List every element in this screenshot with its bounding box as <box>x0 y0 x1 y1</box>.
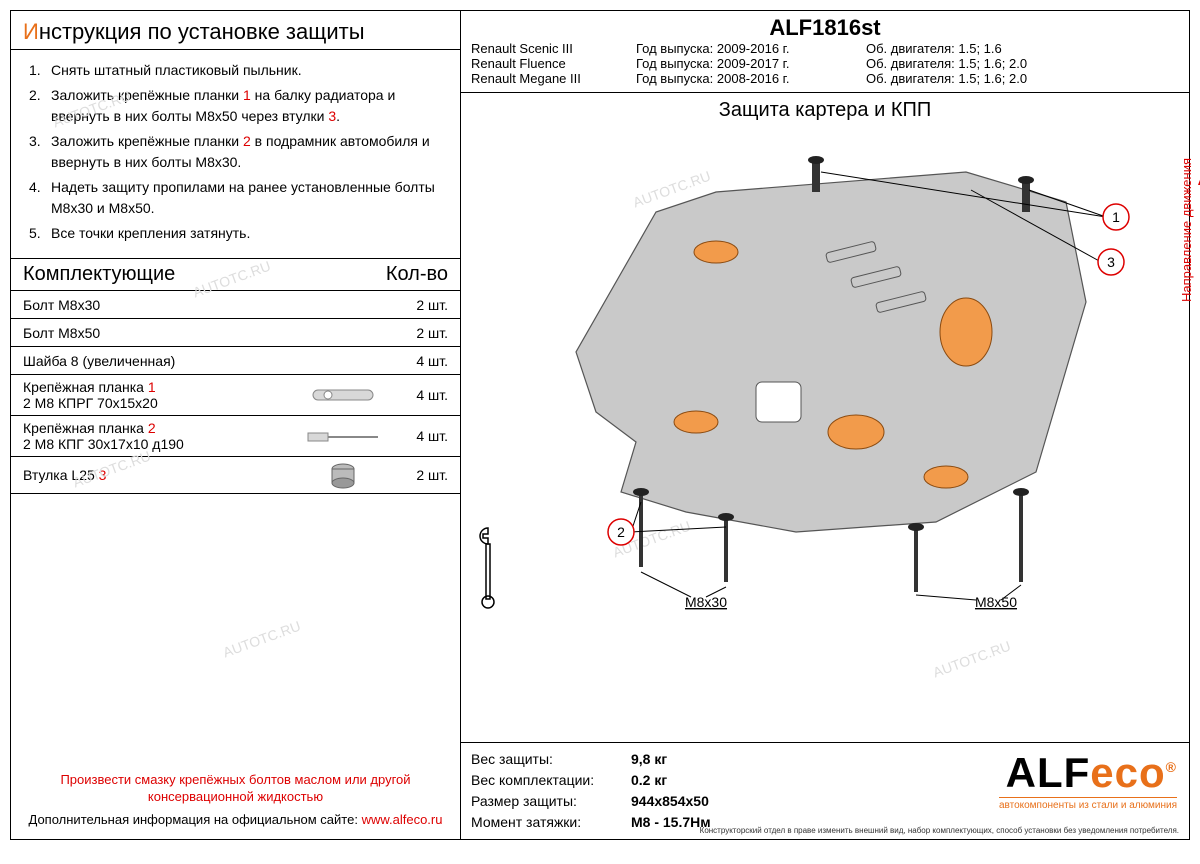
component-row: Крепёжная планка 22 М8 КПГ 30х17х10 д190… <box>11 416 460 457</box>
components-header-left: Комплектующие <box>23 263 175 286</box>
disclaimer: Конструкторский отдел в праве изменить в… <box>700 826 1179 835</box>
instruction-item: 3.Заложить крепёжные планки 2 в подрамни… <box>29 131 442 173</box>
instructions-list: 1.Снять штатный пластиковый пыльник. 2.За… <box>11 50 460 258</box>
website-link[interactable]: www.alfeco.ru <box>362 812 443 827</box>
vehicles-list: Renault Scenic IIIГод выпуска: 2009-2016… <box>471 41 1179 86</box>
component-icon <box>298 461 388 489</box>
left-panel: Инструкция по установке защиты 1.Снять ш… <box>11 11 461 839</box>
diagram-area: Направление движения <box>461 122 1189 742</box>
info-line: Дополнительная информация на официальном… <box>23 812 448 827</box>
page: AUTOTC.RU AUTOTC.RU AUTOTC.RU AUTOTC.RU … <box>10 10 1190 840</box>
direction-arrow-icon <box>1194 170 1200 290</box>
svg-text:3: 3 <box>1107 254 1115 270</box>
title-first-letter: И <box>23 19 39 44</box>
bolt-label-right: М8х50 <box>975 594 1017 610</box>
info-text: Дополнительная информация на официальном… <box>29 812 362 827</box>
right-header: ALF1816st Renault Scenic IIIГод выпуска:… <box>461 11 1189 93</box>
part-number: ALF1816st <box>471 15 1179 41</box>
instructions-title: Инструкция по установке защиты <box>11 11 460 50</box>
component-row: Втулка L25 32 шт. <box>11 457 460 494</box>
plate-shape <box>576 172 1086 532</box>
component-icon <box>298 426 388 446</box>
wrench-icon <box>475 520 501 610</box>
logo-reg: ® <box>1166 759 1177 775</box>
skid-plate-diagram: 1 3 2 М8х30 М8х50 <box>466 132 1186 622</box>
instruction-item: 5.Все точки крепления затянуть. <box>29 223 442 244</box>
vehicle-row: Renault FluenceГод выпуска: 2009-2017 г.… <box>471 56 1179 71</box>
instruction-item: 1.Снять штатный пластиковый пыльник. <box>29 60 442 81</box>
diagram-title: Защита картера и КПП <box>461 93 1189 122</box>
instruction-item: 2.Заложить крепёжные планки 1 на балку р… <box>29 85 442 127</box>
component-row: Болт М8х502 шт. <box>11 319 460 347</box>
warning-text: Произвести смазку крепёжных болтов масло… <box>23 772 448 806</box>
components-header: Комплектующие Кол-во <box>11 258 460 291</box>
title-rest: нструкция по установке защиты <box>39 19 365 44</box>
components-table: Болт М8х302 шт.Болт М8х502 шт.Шайба 8 (у… <box>11 291 460 494</box>
vehicle-row: Renault Megane IIIГод выпуска: 2008-2016… <box>471 71 1179 86</box>
components-header-right: Кол-во <box>386 263 448 286</box>
logo-accent: eco <box>1090 749 1165 796</box>
logo: ALFeco® автокомпоненты из стали и алюмин… <box>999 749 1177 811</box>
right-panel: ALF1816st Renault Scenic IIIГод выпуска:… <box>461 11 1189 839</box>
component-row: Крепёжная планка 12 М8 КПРГ 70х15х204 шт… <box>11 375 460 416</box>
instruction-item: 4.Надеть защиту пропилами на ранее устан… <box>29 177 442 219</box>
left-footer: Произвести смазку крепёжных болтов масло… <box>11 760 460 839</box>
component-icon <box>298 385 388 405</box>
component-row: Болт М8х302 шт. <box>11 291 460 319</box>
vehicle-row: Renault Scenic IIIГод выпуска: 2009-2016… <box>471 41 1179 56</box>
svg-text:1: 1 <box>1112 209 1120 225</box>
logo-sub: автокомпоненты из стали и алюминия <box>999 797 1177 811</box>
svg-text:2: 2 <box>617 524 625 540</box>
logo-main: ALF <box>1006 749 1091 796</box>
component-row: Шайба 8 (увеличенная)4 шт. <box>11 347 460 375</box>
